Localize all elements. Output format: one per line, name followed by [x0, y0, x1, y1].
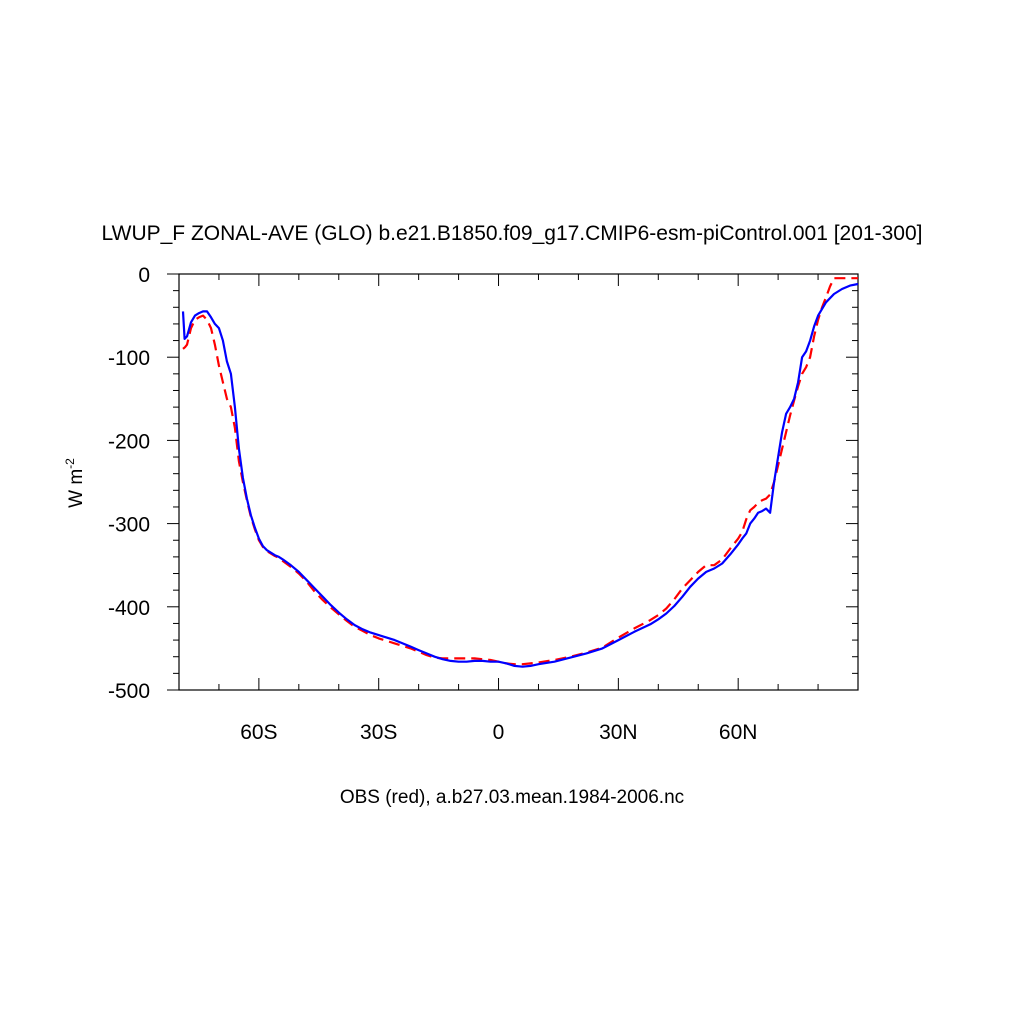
chart-title: LWUP_F ZONAL-AVE (GLO) b.e21.B1850.f09_g… [102, 222, 923, 245]
plot-area-frame [178, 273, 859, 691]
x-tick-label: 30S [360, 721, 397, 744]
y-axis-label: W m-2 [63, 458, 87, 508]
series-line-model-blue [181, 282, 859, 668]
axis-ticks [167, 273, 859, 691]
x-tick-label: 60N [719, 721, 758, 744]
x-tick-label: 0 [493, 721, 505, 744]
x-tick-label: 30N [599, 721, 638, 744]
x-tick-label: 60S [240, 721, 277, 744]
y-tick-label: -100 [108, 347, 150, 370]
y-axis-label-base: W m [66, 469, 87, 508]
y-tick-label: -500 [108, 680, 150, 703]
y-tick-label: -200 [108, 430, 150, 453]
series-line-obs-red [182, 277, 858, 666]
svg-text:W m-2: W m-2 [63, 458, 87, 508]
y-axis-label-exponent: -2 [63, 458, 77, 469]
y-tick-label: 0 [138, 264, 150, 287]
chart-footer: OBS (red), a.b27.03.mean.1984-2006.nc [340, 787, 684, 808]
series-layer [181, 277, 859, 668]
axis-tick-labels: 60S 30S 0 30N 60N 0 -100 -200 -300 -400 -500 [108, 264, 757, 744]
y-tick-label: -300 [108, 514, 150, 537]
y-tick-label: -400 [108, 597, 150, 620]
